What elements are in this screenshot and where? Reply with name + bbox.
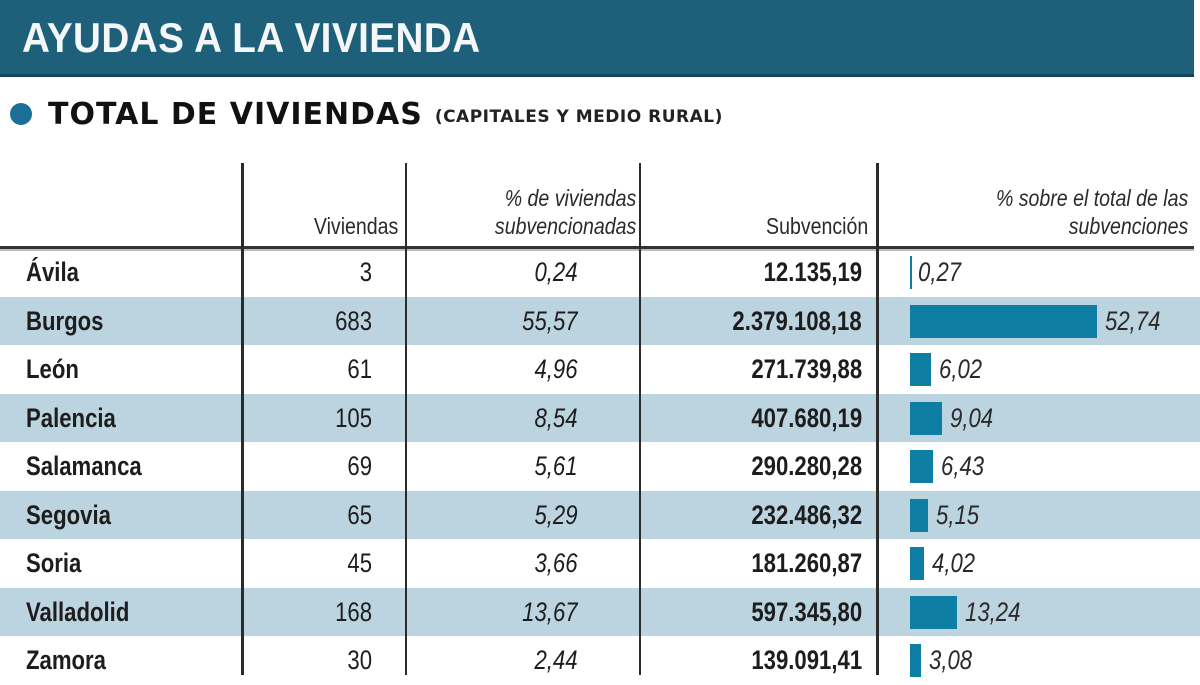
subtitle-main: TOTAL DE VIVIENDAS [48,96,423,132]
pct-viviendas-value: 13,67 [522,596,578,627]
header-rule [0,246,1194,249]
viviendas-value: 683 [335,305,372,336]
column-header-pct-viviendas: % de viviendas subvencionadas [495,184,636,240]
viviendas-value: 105 [335,402,372,433]
share-bar [910,595,957,629]
column-header-line: subvenciones [1068,213,1188,239]
table-row: Soria 45 3,66 181.260,87 4,02 [0,539,1200,588]
share-label: 13,24 [965,596,1021,627]
subvencion-value: 271.739,88 [751,354,862,384]
viviendas-value: 69 [347,451,372,481]
share-label: 9,04 [950,402,994,433]
pct-viviendas-value: 5,29 [534,499,578,530]
share-label: 6,02 [939,354,983,384]
table-body: Ávila 3 0,24 12.135,19 0,27 Burgos 683 5… [0,248,1200,685]
bullet-dot-icon [10,103,32,125]
subvencion-value: 139.091,41 [751,645,862,675]
table-header: Viviendas % de viviendas subvencionadas … [0,160,1200,249]
province-name: Palencia [26,402,116,433]
page-title: AYUDAS A LA VIVIENDA [22,14,481,61]
share-label: 5,15 [936,499,980,530]
subvencion-value: 12.135,19 [763,257,862,287]
column-header-viviendas: Viviendas [313,213,398,239]
share-bar [910,256,912,289]
subvencion-value: 232.486,32 [751,499,862,530]
pct-viviendas-value: 55,57 [522,305,578,336]
share-label: 4,02 [932,548,976,578]
share-bar [910,450,933,483]
pct-viviendas-value: 8,54 [534,402,578,433]
share-bar [910,353,932,386]
share-bar [910,401,943,435]
table-row: Segovia 65 5,29 232.486,32 5,15 [0,490,1200,539]
province-name: Salamanca [26,451,142,481]
share-bar [910,644,921,677]
viviendas-value: 30 [347,645,372,675]
province-name: Segovia [26,499,111,530]
column-header-line: subvencionadas [494,213,636,239]
subvencion-value: 181.260,87 [751,548,862,578]
province-name: Soria [26,548,82,578]
subvencion-value: 290.280,28 [751,451,862,481]
share-bar [910,547,925,580]
viviendas-value: 168 [335,596,372,627]
subvencion-value: 407.680,19 [751,402,862,433]
province-name: Ávila [26,257,79,287]
header-bar: AYUDAS A LA VIVIENDA [0,0,1194,77]
subvencion-value: 2.379.108,18 [732,305,862,336]
column-divider [241,163,244,675]
section-subtitle: TOTAL DE VIVIENDAS (CAPITALES Y MEDIO RU… [10,94,723,134]
column-divider [639,163,641,675]
share-bar [910,498,929,532]
viviendas-value: 3 [359,257,372,287]
province-name: Zamora [26,645,106,675]
share-bar [910,304,1098,338]
table-row: Burgos 683 55,57 2.379.108,18 52,74 [0,296,1200,345]
table-row: León 61 4,96 271.739,88 6,02 [0,345,1200,394]
table-row: Zamora 30 2,44 139.091,41 3,08 [0,636,1200,685]
table-row: Valladolid 168 13,67 597.345,80 13,24 [0,587,1200,636]
pct-viviendas-value: 5,61 [534,451,578,481]
pct-viviendas-value: 4,96 [534,354,578,384]
column-header-subvencion: Subvención [765,213,868,239]
share-label: 0,27 [918,257,962,287]
viviendas-value: 45 [347,548,372,578]
viviendas-value: 61 [347,354,372,384]
subvencion-value: 597.345,80 [751,596,862,627]
share-label: 6,43 [940,451,984,481]
column-divider [876,163,879,675]
pct-viviendas-value: 2,44 [534,645,578,675]
province-name: Burgos [26,305,104,336]
share-label: 52,74 [1105,305,1161,336]
column-header-line: % de viviendas [504,185,636,211]
pct-viviendas-value: 0,24 [534,257,578,287]
table-row: Palencia 105 8,54 407.680,19 9,04 [0,393,1200,442]
table-row: Salamanca 69 5,61 290.280,28 6,43 [0,442,1200,491]
column-divider [405,163,407,675]
data-table: Viviendas % de viviendas subvencionadas … [0,160,1200,685]
viviendas-value: 65 [347,499,372,530]
column-header-line: % sobre el total de las [995,185,1188,211]
province-name: Valladolid [26,596,130,627]
column-header-pct-total: % sobre el total de las subvenciones [996,184,1188,240]
province-name: León [26,354,79,384]
subtitle-note: (CAPITALES Y MEDIO RURAL) [434,107,723,127]
share-label: 3,08 [928,645,973,675]
table-row: Ávila 3 0,24 12.135,19 0,27 [0,248,1200,297]
pct-viviendas-value: 3,66 [534,548,578,578]
